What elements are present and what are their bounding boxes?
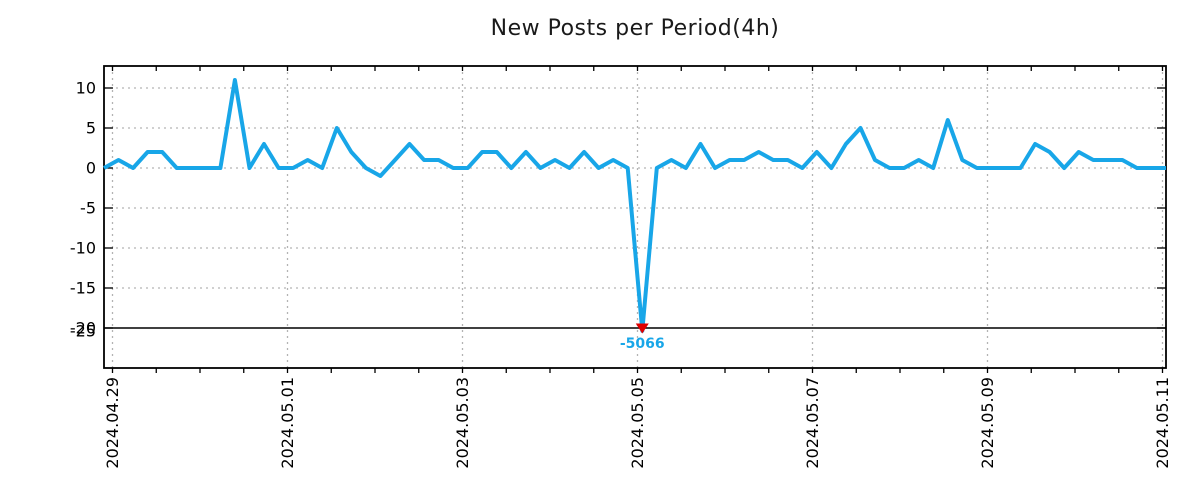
y-axis-labels: 10 5 0 -5 -10 -15 -20-25 — [70, 79, 96, 341]
x-tick-label: 2024.05.05 — [628, 377, 647, 469]
x-axis-labels: 2024.04.29 2024.05.01 2024.05.03 2024.05.05… — [103, 377, 1172, 469]
x-tick-label: 2024.04.29 — [103, 377, 122, 469]
min-marker-icon — [635, 323, 649, 334]
y-tick-label: -20 — [70, 319, 96, 338]
y-tick-label: -10 — [70, 239, 96, 258]
series-line-new-posts — [103, 78, 1166, 333]
x-tick-label: 2024.05.07 — [803, 377, 822, 469]
axis-ticks — [104, 66, 1166, 373]
y-tick-label: -15 — [70, 279, 96, 298]
min-value-label: -5066 — [620, 336, 665, 352]
x-tick-label: 2024.05.11 — [1153, 377, 1172, 469]
x-tick-label: 2024.05.09 — [978, 377, 997, 469]
y-tick-label: 0 — [86, 159, 96, 178]
x-tick-label: 2024.05.01 — [278, 377, 297, 469]
y-tick-label: -5 — [80, 199, 96, 218]
plot-border — [103, 65, 1167, 369]
y-tick-label: -25 — [70, 321, 96, 340]
grid-lines — [104, 66, 1166, 368]
x-tick-label: 2024.05.03 — [453, 377, 472, 469]
chart-title: New Posts per Period(4h) — [490, 16, 780, 41]
y-tick-label: 10 — [76, 79, 96, 98]
y-tick-label: 5 — [86, 119, 96, 138]
